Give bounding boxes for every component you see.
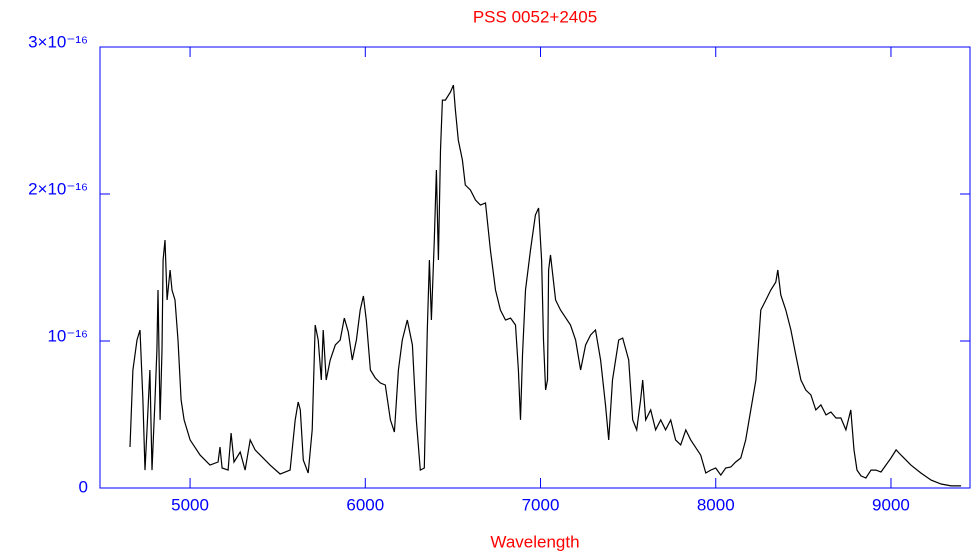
spectrum-line bbox=[129, 84, 962, 487]
x-tick-label: 9000 bbox=[872, 495, 910, 514]
y-tick-label: 0 bbox=[79, 477, 88, 496]
x-tick-label: 5000 bbox=[171, 495, 209, 514]
x-tick-label: 7000 bbox=[522, 495, 560, 514]
x-axis-label: Wavelength bbox=[490, 532, 579, 551]
chart-title: PSS 0052+2405 bbox=[473, 7, 597, 26]
x-tick-label: 8000 bbox=[697, 495, 735, 514]
plot-frame bbox=[99, 46, 971, 489]
y-tick-label: 10⁻¹⁶ bbox=[47, 326, 88, 345]
y-tick-label: 2×10⁻¹⁶ bbox=[28, 179, 88, 198]
y-tick-label: 3×10⁻¹⁶ bbox=[28, 32, 88, 51]
x-tick-label: 6000 bbox=[346, 495, 384, 514]
